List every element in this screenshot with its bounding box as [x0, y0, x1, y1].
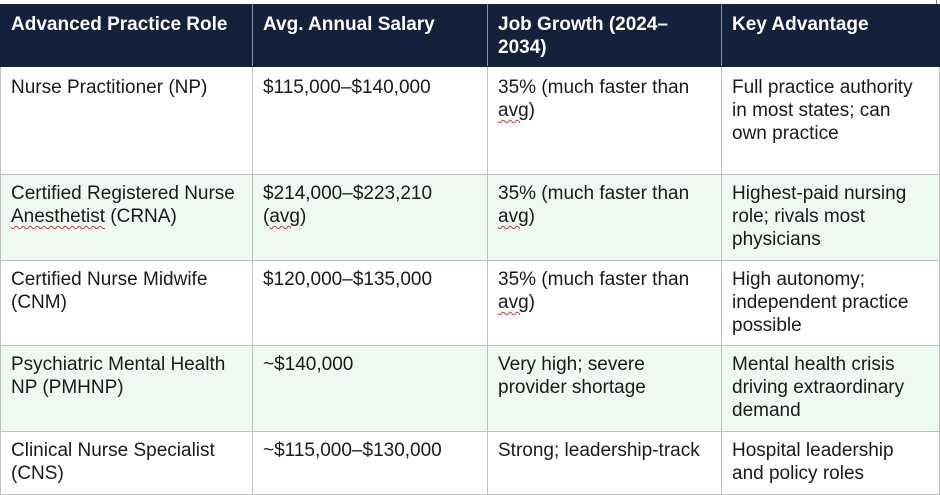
table-header-row: Advanced Practice Role Avg. Annual Salar… — [0, 4, 940, 67]
cell-key-advantage: High autonomy; independent practice poss… — [721, 260, 940, 346]
cell-role: Certified Registered Nurse Anesthetist (… — [0, 174, 253, 261]
cell-job-growth: 35% (much faster than avg) — [487, 260, 722, 346]
growth-text: 35% (much faster than — [498, 77, 690, 98]
table-row: Certified Nurse Midwife (CNM) $120,000–$… — [0, 260, 940, 346]
cell-role: Clinical Nurse Specialist (CNS) — [0, 431, 253, 495]
cell-salary: ~$115,000–$130,000 — [252, 431, 488, 495]
cell-salary: $214,000–$223,210 (avg) — [252, 174, 488, 261]
spellcheck-flagged-word[interactable]: avg — [498, 100, 529, 121]
table-row: Nurse Practitioner (NP) $115,000–$140,00… — [0, 66, 940, 175]
cell-role: Nurse Practitioner (NP) — [0, 66, 253, 175]
cell-job-growth: Very high; severe provider shortage — [487, 345, 722, 432]
table-row: Clinical Nurse Specialist (CNS) ~$115,00… — [0, 431, 940, 495]
cell-key-advantage: Full practice authority in most states; … — [721, 66, 940, 175]
salary-text: $214,000–$223,210 ( — [263, 183, 433, 227]
cell-salary: $115,000–$140,000 — [252, 66, 488, 175]
role-text: Certified Registered Nurse — [11, 183, 235, 204]
header-salary: Avg. Annual Salary — [252, 4, 488, 67]
growth-text: 35% (much faster than — [498, 183, 690, 204]
role-text-end: (CRNA) — [105, 206, 177, 227]
cell-salary: $120,000–$135,000 — [252, 260, 488, 346]
growth-text-end: ) — [528, 292, 535, 313]
table-row: Psychiatric Mental Health NP (PMHNP) ~$1… — [0, 345, 940, 432]
cell-role: Certified Nurse Midwife (CNM) — [0, 260, 253, 346]
document-corner-marker — [936, 0, 940, 6]
spellcheck-flagged-word[interactable]: avg — [498, 292, 529, 313]
cell-role: Psychiatric Mental Health NP (PMHNP) — [0, 345, 253, 432]
header-key-advantage: Key Advantage — [721, 4, 940, 67]
cell-salary: ~$140,000 — [252, 345, 488, 432]
spellcheck-flagged-word[interactable]: avg — [269, 206, 300, 227]
spellcheck-flagged-word[interactable]: avg — [498, 206, 529, 227]
cell-key-advantage: Highest-paid nursing role; rivals most p… — [721, 174, 940, 261]
header-role: Advanced Practice Role — [0, 4, 253, 67]
spellcheck-flagged-word[interactable]: Anesthetist — [11, 206, 105, 227]
header-job-growth: Job Growth (2024–2034) — [487, 4, 722, 67]
growth-text: 35% (much faster than — [498, 269, 690, 290]
growth-text-end: ) — [528, 206, 535, 227]
cell-key-advantage: Mental health crisis driving extraordina… — [721, 345, 940, 432]
cell-job-growth: Strong; leadership-track — [487, 431, 722, 495]
cell-key-advantage: Hospital leadership and policy roles — [721, 431, 940, 495]
cell-job-growth: 35% (much faster than avg) — [487, 66, 722, 175]
salary-text-end: ) — [299, 206, 307, 227]
table-row: Certified Registered Nurse Anesthetist (… — [0, 174, 940, 261]
growth-text-end: ) — [528, 100, 535, 121]
cell-job-growth: 35% (much faster than avg) — [487, 174, 722, 261]
advanced-practice-roles-table: Advanced Practice Role Avg. Annual Salar… — [0, 4, 940, 495]
